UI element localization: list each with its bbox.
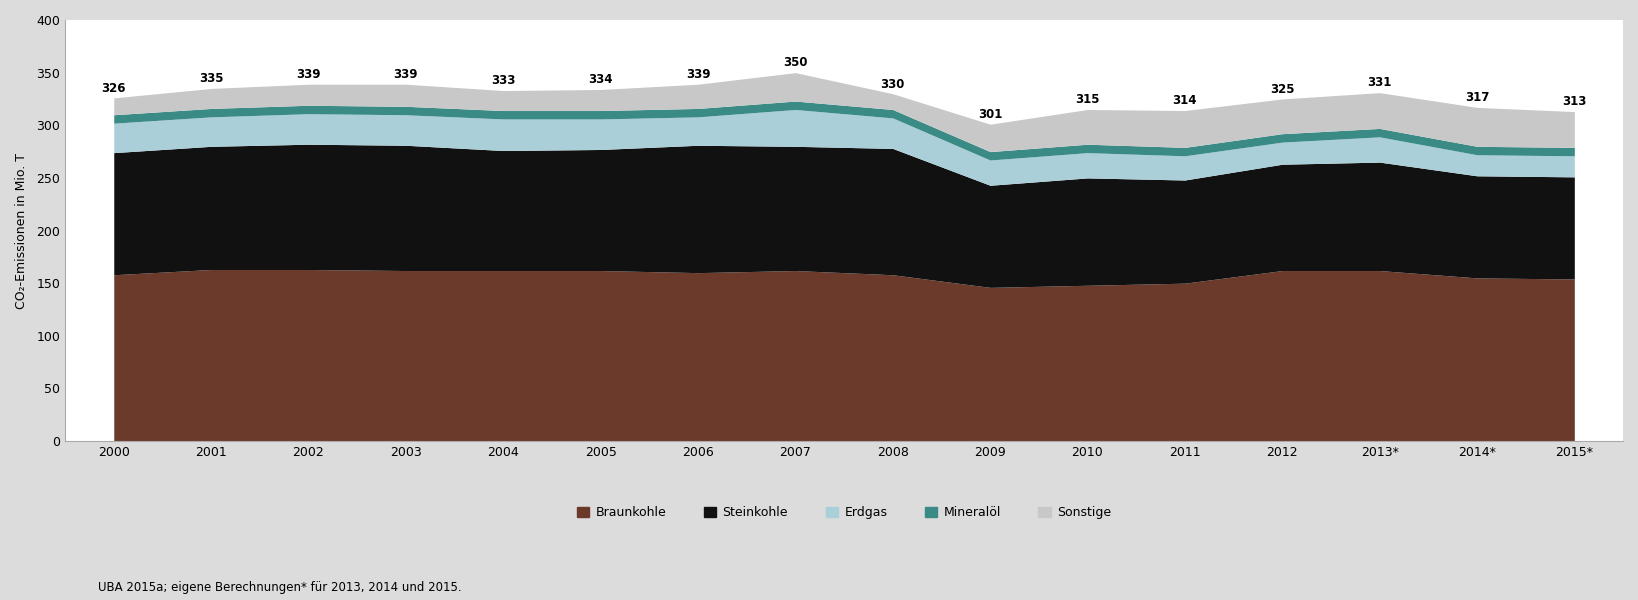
- Text: 315: 315: [1075, 94, 1099, 106]
- Text: 313: 313: [1563, 95, 1587, 109]
- Legend: Braunkohle, Steinkohle, Erdgas, Mineralöl, Sonstige: Braunkohle, Steinkohle, Erdgas, Mineralö…: [577, 506, 1111, 519]
- Text: 317: 317: [1464, 91, 1489, 104]
- Text: 325: 325: [1269, 83, 1294, 96]
- Text: 301: 301: [978, 108, 1002, 121]
- Y-axis label: CO₂-Emissionen in Mio. T: CO₂-Emissionen in Mio. T: [15, 152, 28, 308]
- Text: 350: 350: [783, 56, 808, 70]
- Text: 339: 339: [296, 68, 321, 81]
- Text: UBA 2015a; eigene Berechnungen* für 2013, 2014 und 2015.: UBA 2015a; eigene Berechnungen* für 2013…: [98, 581, 462, 594]
- Text: 333: 333: [491, 74, 516, 88]
- Text: 334: 334: [588, 73, 613, 86]
- Text: 339: 339: [686, 68, 711, 81]
- Text: 331: 331: [1368, 76, 1392, 89]
- Text: 335: 335: [198, 72, 223, 85]
- Text: 339: 339: [393, 68, 418, 81]
- Text: 330: 330: [881, 77, 904, 91]
- Text: 326: 326: [102, 82, 126, 95]
- Text: 314: 314: [1173, 94, 1197, 107]
